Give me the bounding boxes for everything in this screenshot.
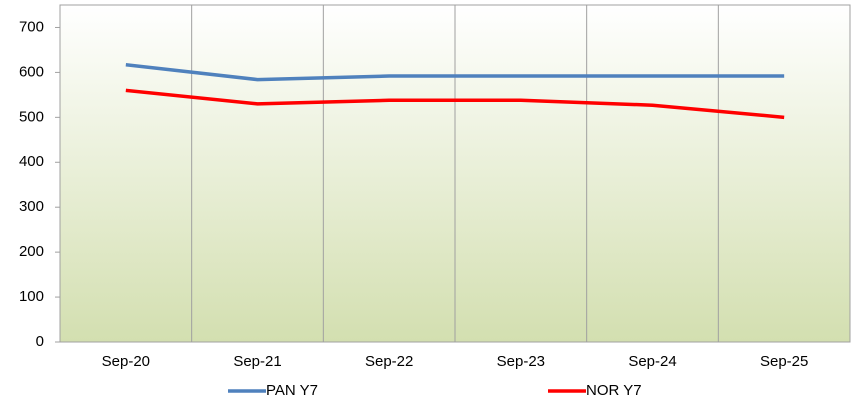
y-tick-label: 100 — [19, 288, 44, 305]
line — [125, 88, 785, 120]
x-tick-label: Sep-23 — [497, 353, 545, 370]
y-tick-label: 700 — [19, 18, 44, 35]
x-tick-label: Sep-21 — [233, 353, 281, 370]
y-tick-label: 200 — [19, 243, 44, 260]
line — [125, 63, 785, 82]
y-tick-label: 400 — [19, 153, 44, 170]
x-tick-label: Sep-22 — [365, 353, 413, 370]
legend-label: NOR Y7 — [586, 382, 642, 399]
y-tick-label: 0 — [36, 333, 44, 350]
y-tick-label: 600 — [19, 63, 44, 80]
legend-label: PAN Y7 — [266, 382, 318, 399]
x-tick-label: Sep-24 — [628, 353, 676, 370]
y-tick-label: 300 — [19, 198, 44, 215]
x-tick-label: Sep-20 — [102, 353, 150, 370]
x-tick-label: Sep-25 — [760, 353, 808, 370]
y-tick-label: 500 — [19, 108, 44, 125]
